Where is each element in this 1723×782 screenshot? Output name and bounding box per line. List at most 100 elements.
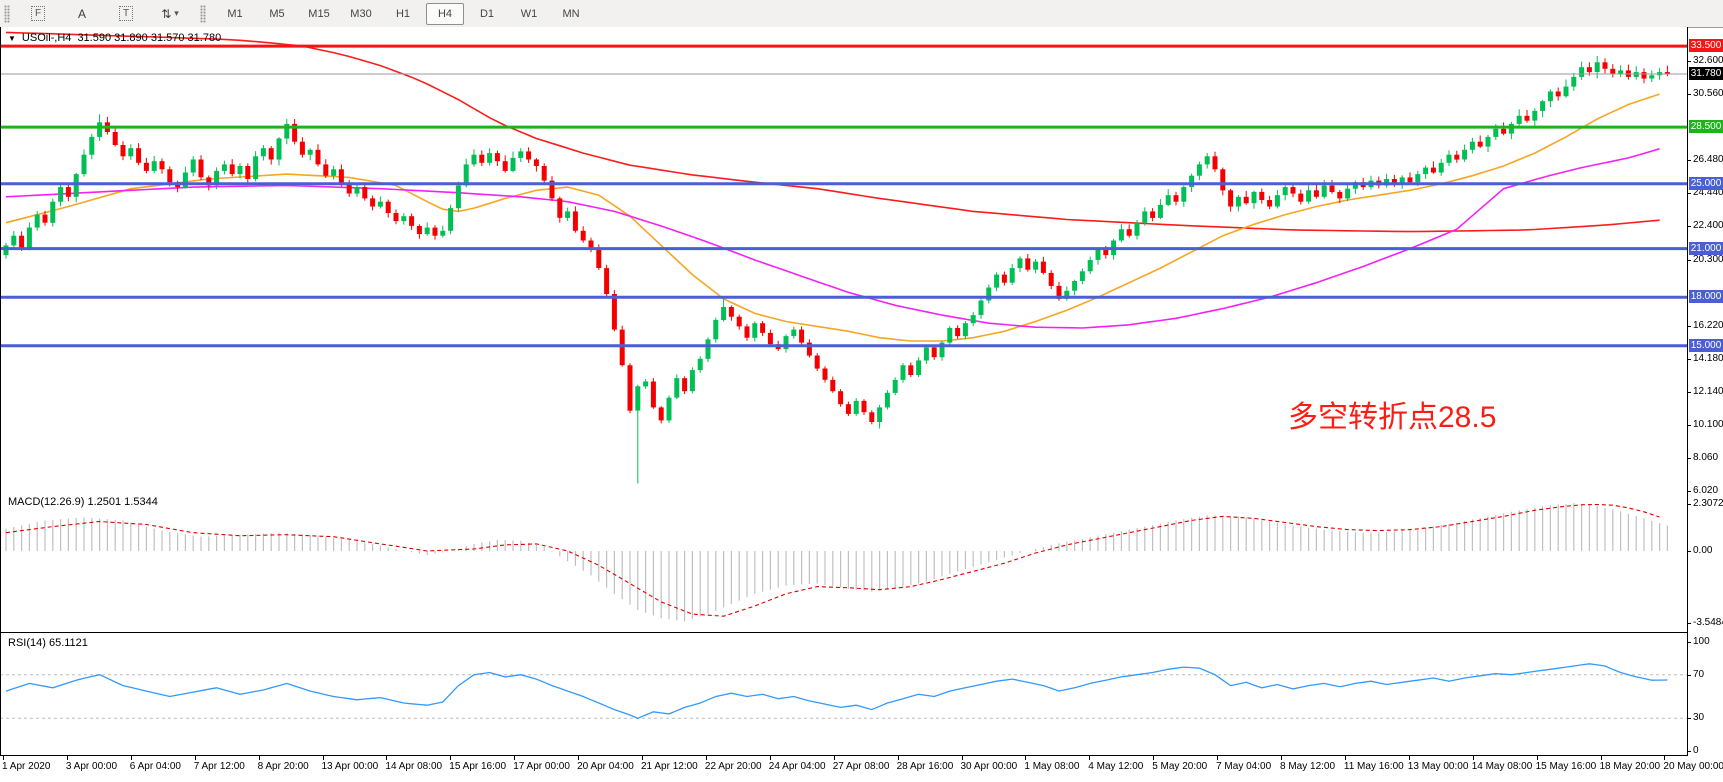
rsi-tick-mark <box>1687 751 1691 752</box>
time-axis-label: 4 May 12:00 <box>1088 761 1144 772</box>
candle-body <box>845 404 851 414</box>
candle-body <box>1142 211 1148 223</box>
candle-body <box>1485 136 1491 147</box>
candle-body <box>822 368 828 380</box>
candle-body <box>783 336 789 350</box>
chart-annotation-text: 多空转折点28.5 <box>1288 401 1497 434</box>
candle-body <box>1664 72 1670 74</box>
time-axis[interactable]: 1 Apr 2020 3 Apr 00:00 6 Apr 04:00 7 Apr 12… <box>0 756 1723 782</box>
fibonacci-tool[interactable]: F <box>20 3 56 25</box>
time-tick-mark <box>3 756 4 760</box>
time-tick-mark <box>66 756 68 760</box>
candle-body <box>1033 261 1039 270</box>
arrows-tool-icon: ⇅ <box>161 6 172 21</box>
timeframe-button-MN[interactable]: MN <box>562 7 580 20</box>
time-tick-mark <box>642 756 643 760</box>
candle-body <box>682 378 688 392</box>
timeframe-button-M5[interactable]: M5 <box>269 7 285 20</box>
rsi-plot-area[interactable] <box>0 633 1687 755</box>
text-tool[interactable]: A <box>64 3 100 25</box>
candle-body <box>557 198 563 218</box>
candle-body <box>253 156 259 179</box>
toolbar: F A T ⇅ ▾ M1 M5 M15 M30 H1 H4 D1 W1 MN <box>0 0 1723 28</box>
candle-body <box>635 386 641 411</box>
candle-body <box>955 328 961 337</box>
candle-body <box>1001 274 1007 283</box>
rsi-tick-label: 0 <box>1693 745 1699 756</box>
time-tick-mark <box>1408 756 1410 760</box>
candle-body <box>1384 179 1390 186</box>
time-axis-label: 21 Apr 12:00 <box>641 761 698 772</box>
candle-body <box>713 319 719 340</box>
time-axis-label: 14 Apr 08:00 <box>385 761 443 772</box>
time-tick-mark <box>1089 756 1091 760</box>
label-tool[interactable]: T <box>108 3 144 25</box>
candle-body <box>923 347 929 361</box>
candle-body <box>346 183 352 194</box>
price-tick-label: 32.600 <box>1693 54 1723 66</box>
price-tick-label: 16.220 <box>1693 320 1723 332</box>
candle-body <box>1462 149 1468 160</box>
time-tick-mark <box>1153 756 1155 760</box>
candle-body <box>588 240 594 249</box>
panel-left-border <box>0 27 1 756</box>
timeframes-group: M1 M5 M15 M30 H1 H4 D1 W1 MN <box>214 2 592 25</box>
candle-body <box>65 187 71 197</box>
candle-body <box>1571 76 1577 87</box>
candle-body <box>315 149 321 165</box>
ma-orange-line <box>5 93 1660 342</box>
arrows-tool[interactable]: ⇅ ▾ <box>152 3 188 25</box>
candle-body <box>736 316 742 327</box>
chart-dropdown-arrow[interactable]: ▼ <box>8 33 16 43</box>
time-axis-label: 20 May 00:00 <box>1663 761 1723 772</box>
candle-body <box>674 378 680 398</box>
time-tick-mark <box>961 756 963 760</box>
candle-body <box>276 138 282 160</box>
candle-body <box>354 187 360 194</box>
timeframe-button-M1[interactable]: M1 <box>227 7 243 20</box>
price-tick-label: 6.020 <box>1693 485 1719 497</box>
rsi-tick-label: 30 <box>1693 712 1705 724</box>
candle-body <box>1228 190 1234 207</box>
candle-body <box>206 177 212 186</box>
candle-body <box>292 123 298 142</box>
toolbar-separator <box>200 4 206 23</box>
timeframe-button-D1[interactable]: D1 <box>479 7 495 20</box>
timeframe-button-W1[interactable]: W1 <box>520 7 538 20</box>
candle-body <box>1181 187 1187 202</box>
macd-tick-label: 0.00 <box>1693 545 1713 556</box>
price-axis[interactable]: 32.600 30.560 26.480 24.440 22.400 20.300 16.2… <box>1687 27 1723 756</box>
candle-body <box>1150 211 1156 218</box>
timeframe-button-M30[interactable]: M30 <box>350 7 372 20</box>
candle-body <box>494 153 500 162</box>
candle-body <box>1321 185 1327 197</box>
candle-body <box>1430 167 1436 173</box>
candle-body <box>643 381 649 387</box>
time-tick-mark <box>322 756 324 760</box>
candle-body <box>1446 154 1452 163</box>
candle-body <box>650 381 656 408</box>
candle-body <box>916 360 922 375</box>
fibonacci-tool-icon: F <box>30 6 46 21</box>
candle-body <box>604 268 610 294</box>
candle-body <box>1477 141 1483 147</box>
candle-body <box>463 164 469 186</box>
toolbar-grip[interactable] <box>4 4 10 23</box>
price-level-badge-33.500: 33.500 <box>1689 39 1723 53</box>
rsi-label: RSI(14) 65.1121 <box>8 637 88 649</box>
candle-body <box>143 162 149 171</box>
macd-plot-area[interactable] <box>0 492 1687 632</box>
candlestick-plot-area[interactable] <box>0 27 1687 492</box>
timeframe-button-H4[interactable]: H4 <box>426 2 464 25</box>
candle-body <box>1306 190 1312 202</box>
candle-body <box>377 201 383 207</box>
candle-body <box>572 211 578 231</box>
timeframe-button-M15[interactable]: M15 <box>308 7 330 20</box>
timeframe-button-H1[interactable]: H1 <box>395 7 411 20</box>
candle-body <box>97 122 103 137</box>
macd-tick-label: 2.3072 <box>1693 498 1723 509</box>
candle-body <box>767 332 773 345</box>
price-tick-mark <box>1687 192 1691 194</box>
candle-body <box>1594 62 1600 72</box>
candle-body <box>136 148 142 163</box>
